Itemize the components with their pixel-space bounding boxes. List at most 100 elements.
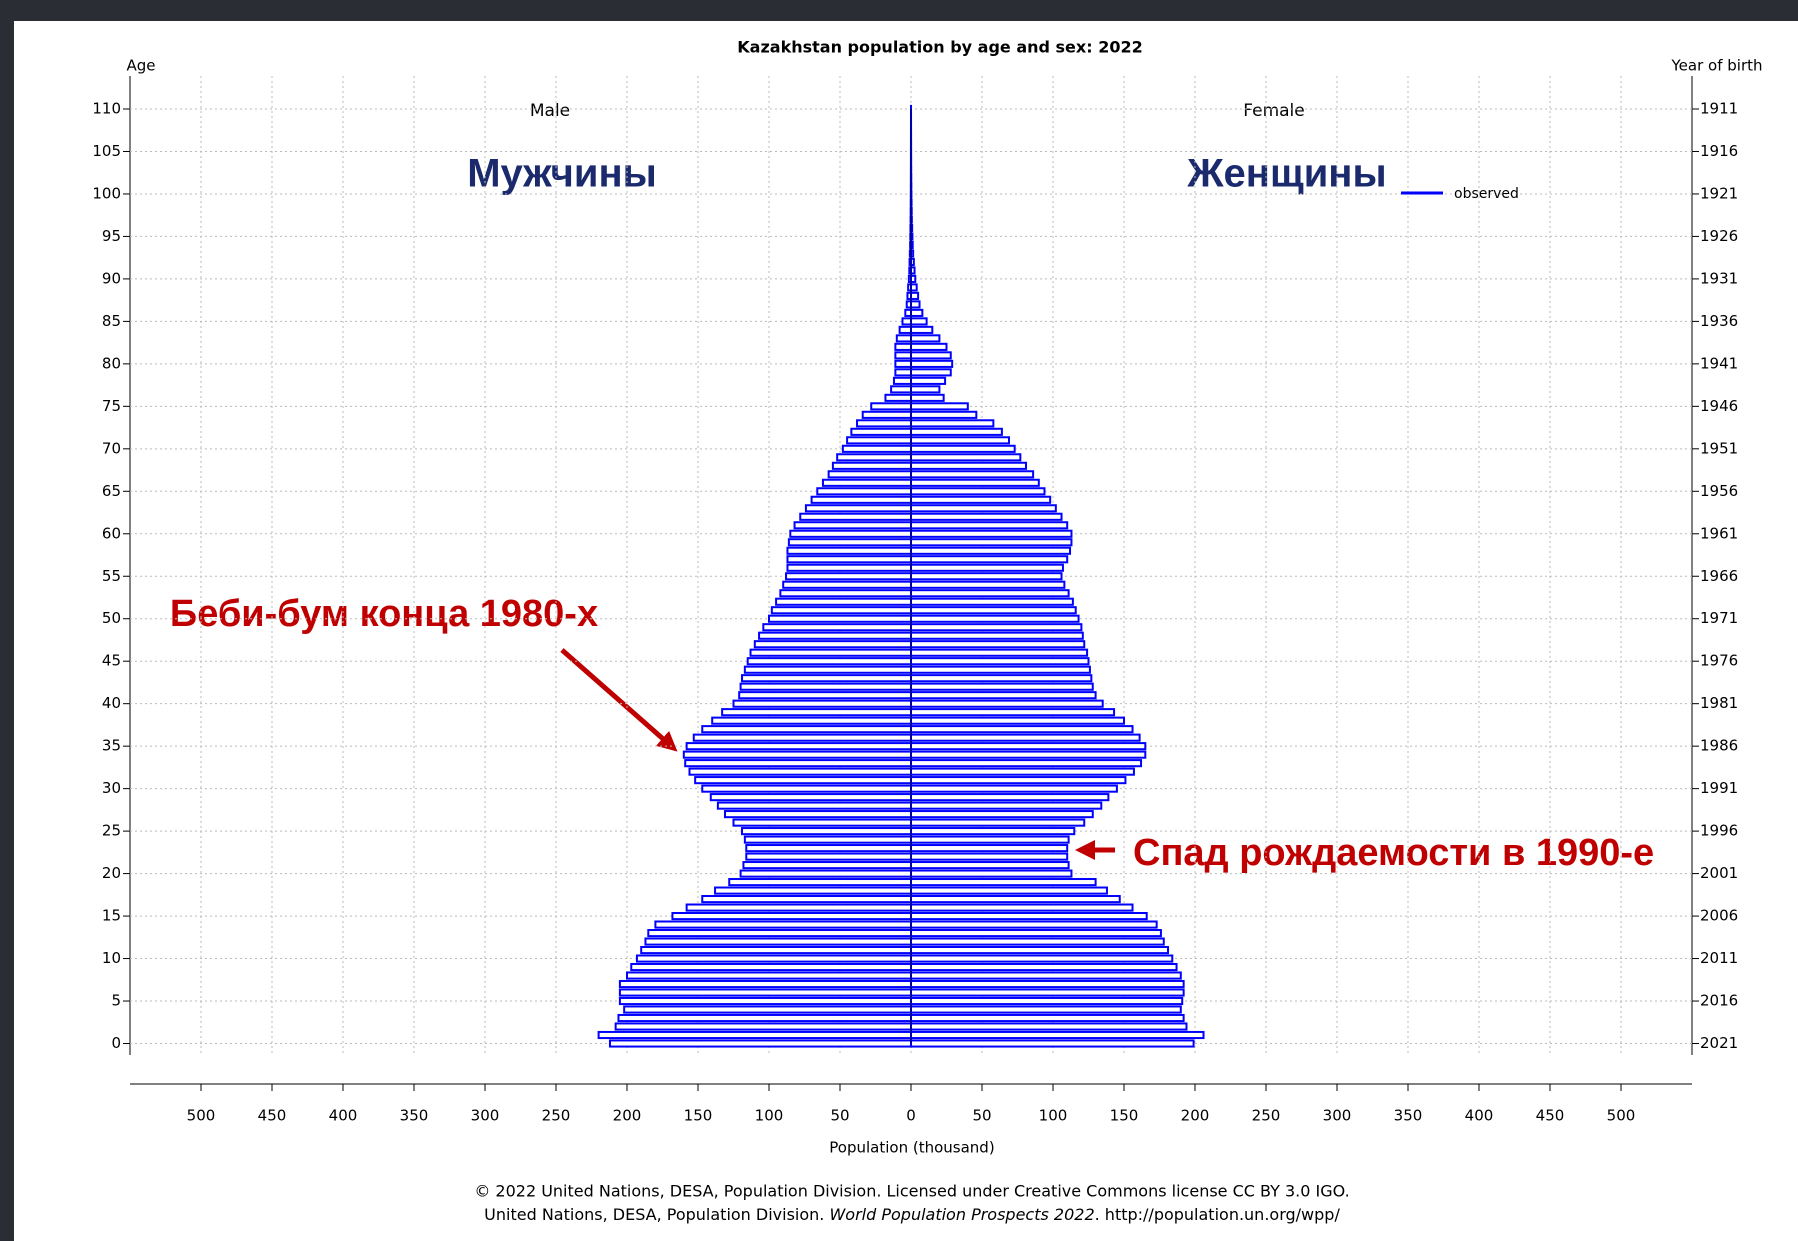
bar xyxy=(741,674,913,683)
y-tick-label: 35 xyxy=(102,737,121,755)
bar xyxy=(654,920,913,929)
bar xyxy=(786,555,913,564)
bar xyxy=(644,937,913,946)
bar xyxy=(618,996,913,1006)
bar xyxy=(770,606,913,615)
bar xyxy=(856,419,912,428)
y-tick-label: 100 xyxy=(92,184,121,202)
bar xyxy=(910,453,1022,462)
bar xyxy=(910,419,995,428)
bar xyxy=(816,487,913,496)
bar xyxy=(685,742,913,751)
arrow xyxy=(560,648,678,752)
annotation: Женщины xyxy=(1186,152,1386,196)
bar xyxy=(910,334,941,343)
bar xyxy=(910,351,952,360)
bar xyxy=(861,410,912,419)
bar xyxy=(910,699,1104,708)
bar xyxy=(753,640,912,649)
y-tick-label: 0 xyxy=(111,1034,121,1052)
bar xyxy=(910,368,952,377)
y2-tick-label: 1926 xyxy=(1700,227,1738,245)
y2-tick-label: 1951 xyxy=(1700,439,1738,457)
bar xyxy=(910,572,1063,581)
footer: © 2022 United Nations, DESA, Population … xyxy=(474,1182,1349,1201)
y-tick-label: 40 xyxy=(102,694,121,712)
bar xyxy=(614,1022,912,1031)
bar xyxy=(716,801,912,810)
bar xyxy=(910,920,1158,929)
y-tick-label: 110 xyxy=(92,100,121,118)
bar xyxy=(910,359,954,368)
y-tick-label: 95 xyxy=(102,227,121,245)
bar xyxy=(910,835,1070,844)
bar xyxy=(910,589,1070,598)
bar xyxy=(910,682,1094,691)
bar xyxy=(701,895,913,904)
bar xyxy=(789,529,912,538)
bar xyxy=(910,470,1035,479)
y-tick-label: 65 xyxy=(102,482,121,500)
bar xyxy=(910,979,1185,989)
x-tick-label: 50 xyxy=(972,1107,991,1125)
bar xyxy=(910,852,1069,861)
bar xyxy=(694,776,912,785)
bar xyxy=(910,674,1093,683)
bar xyxy=(785,572,912,581)
bar xyxy=(786,563,913,572)
x-tick-label: 400 xyxy=(329,1107,358,1125)
bar xyxy=(910,708,1116,717)
bar xyxy=(623,1005,912,1014)
bar xyxy=(821,478,913,487)
bar xyxy=(910,886,1108,895)
bar xyxy=(841,444,913,453)
y2-tick-label: 2011 xyxy=(1700,949,1738,967)
bar xyxy=(910,555,1069,564)
bar xyxy=(721,708,913,717)
y2-tick-label: 1911 xyxy=(1700,100,1738,118)
y-tick-label: 75 xyxy=(102,397,121,415)
y-tick-label: 60 xyxy=(102,524,121,542)
x-tick-label: 350 xyxy=(1394,1107,1423,1125)
x-tick-label: 50 xyxy=(830,1107,849,1125)
x-tick-label: 400 xyxy=(1465,1107,1494,1125)
bar xyxy=(758,631,912,640)
bar xyxy=(910,1005,1182,1014)
x-tick-label: 250 xyxy=(542,1107,571,1125)
x-tick-label: 100 xyxy=(1039,1107,1068,1125)
bar xyxy=(910,691,1097,700)
bar xyxy=(884,393,913,402)
y-tick-label: 80 xyxy=(102,354,121,372)
y-tick-label: 10 xyxy=(102,949,121,967)
x-tick-label: 150 xyxy=(684,1107,713,1125)
bar xyxy=(910,954,1174,963)
bar xyxy=(894,368,913,377)
bar xyxy=(894,342,913,351)
bar xyxy=(910,529,1073,538)
bar xyxy=(910,436,1010,445)
bar xyxy=(910,827,1076,836)
bar xyxy=(910,759,1143,768)
bar xyxy=(742,861,912,870)
bar xyxy=(910,912,1148,921)
bar xyxy=(910,725,1134,734)
bar xyxy=(787,538,913,547)
bar xyxy=(910,317,928,326)
y2-tick-label: 2001 xyxy=(1700,864,1738,882)
bar xyxy=(910,716,1125,725)
bar xyxy=(910,945,1170,955)
bar xyxy=(910,487,1046,496)
bar xyxy=(910,844,1069,853)
bar xyxy=(709,793,913,802)
bar xyxy=(910,495,1052,504)
y2-tick-label: 1981 xyxy=(1700,694,1738,712)
bar xyxy=(910,393,945,402)
bar xyxy=(701,725,913,734)
x-tick-label: 200 xyxy=(1181,1107,1210,1125)
bar xyxy=(738,691,912,700)
bar xyxy=(910,767,1135,776)
bar xyxy=(910,895,1121,904)
bar xyxy=(647,929,912,938)
y2-tick-label: 1986 xyxy=(1700,737,1738,755)
bar xyxy=(831,461,913,470)
